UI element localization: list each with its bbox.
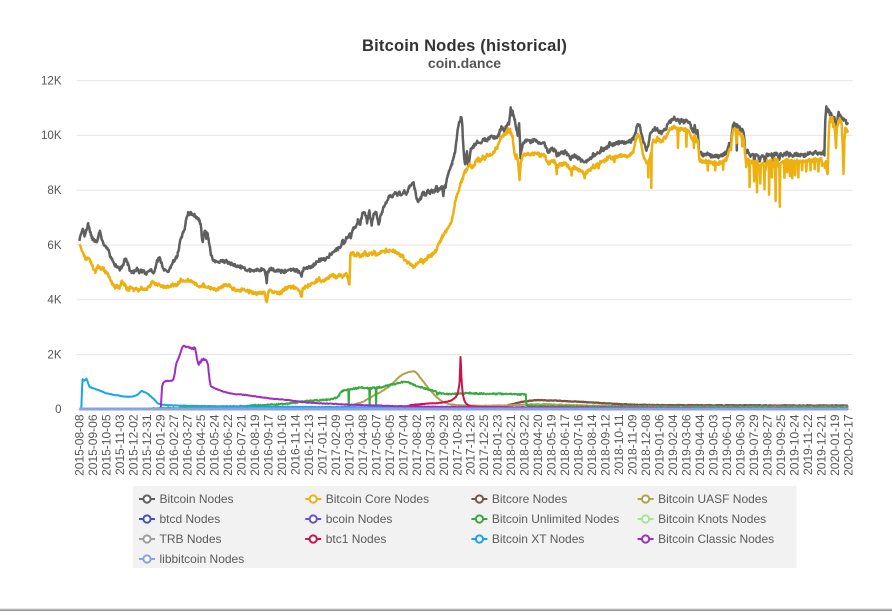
svg-text:2016-08-19: 2016-08-19 bbox=[248, 414, 262, 476]
svg-text:2015-12-02: 2015-12-02 bbox=[126, 414, 140, 476]
svg-text:2016-06-22: 2016-06-22 bbox=[221, 414, 235, 476]
svg-text:2019-04-04: 2019-04-04 bbox=[693, 414, 707, 476]
svg-text:2019-05-03: 2019-05-03 bbox=[707, 414, 721, 476]
svg-text:2016-12-13: 2016-12-13 bbox=[302, 414, 316, 476]
svg-text:2017-08-31: 2017-08-31 bbox=[423, 414, 437, 476]
svg-text:2019-07-29: 2019-07-29 bbox=[747, 414, 761, 476]
svg-text:2015-10-05: 2015-10-05 bbox=[100, 414, 114, 476]
svg-text:Bitcoin XT Nodes: Bitcoin XT Nodes bbox=[492, 532, 585, 546]
svg-text:2018-11-09: 2018-11-09 bbox=[626, 414, 640, 475]
svg-text:2018-09-12: 2018-09-12 bbox=[599, 414, 613, 476]
svg-text:Bitcoin UASF Nodes: Bitcoin UASF Nodes bbox=[658, 492, 767, 506]
svg-text:2019-08-27: 2019-08-27 bbox=[761, 414, 775, 476]
svg-text:2015-08-08: 2015-08-08 bbox=[73, 414, 87, 476]
svg-text:TRB Nodes: TRB Nodes bbox=[160, 532, 222, 546]
svg-text:Bitcoin Core Nodes: Bitcoin Core Nodes bbox=[326, 492, 429, 506]
svg-text:2018-07-16: 2018-07-16 bbox=[572, 414, 586, 476]
svg-text:Bitcoin Nodes (historical): Bitcoin Nodes (historical) bbox=[362, 37, 567, 55]
svg-text:2016-09-17: 2016-09-17 bbox=[261, 414, 275, 476]
svg-text:2017-11-26: 2017-11-26 bbox=[464, 414, 478, 475]
svg-text:2020-01-19: 2020-01-19 bbox=[828, 414, 842, 476]
svg-text:2015-12-31: 2015-12-31 bbox=[140, 414, 154, 476]
svg-text:0: 0 bbox=[55, 404, 61, 416]
svg-text:2016-03-27: 2016-03-27 bbox=[180, 414, 194, 476]
svg-text:btcd Nodes: btcd Nodes bbox=[160, 512, 221, 526]
svg-text:2019-10-24: 2019-10-24 bbox=[788, 414, 802, 476]
svg-text:2016-07-21: 2016-07-21 bbox=[234, 414, 248, 476]
svg-text:Bitcoin Unlimited Nodes: Bitcoin Unlimited Nodes bbox=[492, 512, 619, 526]
svg-text:Bitcoin Knots Nodes: Bitcoin Knots Nodes bbox=[658, 512, 766, 526]
svg-text:2019-09-25: 2019-09-25 bbox=[774, 414, 788, 476]
svg-text:2020-02-17: 2020-02-17 bbox=[842, 414, 856, 476]
svg-text:2017-02-09: 2017-02-09 bbox=[329, 414, 343, 476]
svg-text:8K: 8K bbox=[47, 185, 61, 197]
svg-text:2017-03-10: 2017-03-10 bbox=[342, 414, 356, 476]
svg-text:6K: 6K bbox=[47, 240, 61, 252]
svg-text:2017-07-04: 2017-07-04 bbox=[396, 414, 410, 476]
svg-text:4K: 4K bbox=[47, 295, 61, 307]
svg-text:Bitcore Nodes: Bitcore Nodes bbox=[492, 492, 567, 506]
svg-text:2016-05-24: 2016-05-24 bbox=[207, 414, 221, 476]
svg-text:libbitcoin Nodes: libbitcoin Nodes bbox=[160, 552, 245, 566]
svg-text:2017-01-11: 2017-01-11 bbox=[315, 414, 329, 475]
svg-text:Bitcoin Classic Nodes: Bitcoin Classic Nodes bbox=[658, 532, 774, 546]
svg-text:2018-01-23: 2018-01-23 bbox=[491, 414, 505, 476]
svg-text:2018-08-14: 2018-08-14 bbox=[585, 414, 599, 476]
svg-text:Bitcoin Nodes: Bitcoin Nodes bbox=[160, 492, 234, 506]
svg-text:2019-11-22: 2019-11-22 bbox=[801, 414, 815, 475]
svg-text:2016-02-27: 2016-02-27 bbox=[167, 414, 181, 476]
svg-text:2017-10-28: 2017-10-28 bbox=[450, 414, 464, 476]
svg-text:2018-05-19: 2018-05-19 bbox=[545, 414, 559, 476]
svg-text:2019-01-06: 2019-01-06 bbox=[653, 414, 667, 476]
svg-text:2017-04-08: 2017-04-08 bbox=[356, 414, 370, 476]
svg-text:2016-01-29: 2016-01-29 bbox=[153, 414, 167, 476]
svg-text:2019-06-30: 2019-06-30 bbox=[734, 414, 748, 476]
svg-text:2018-02-21: 2018-02-21 bbox=[504, 414, 518, 476]
svg-text:2019-03-06: 2019-03-06 bbox=[680, 414, 694, 476]
svg-text:coin.dance: coin.dance bbox=[428, 55, 501, 71]
svg-text:2018-10-11: 2018-10-11 bbox=[612, 414, 626, 475]
svg-text:2019-12-21: 2019-12-21 bbox=[815, 414, 829, 476]
svg-text:2017-09-29: 2017-09-29 bbox=[437, 414, 451, 476]
svg-text:2017-06-05: 2017-06-05 bbox=[383, 414, 397, 476]
svg-text:2018-03-22: 2018-03-22 bbox=[518, 414, 532, 476]
svg-text:2016-04-25: 2016-04-25 bbox=[194, 414, 208, 476]
svg-text:2017-05-07: 2017-05-07 bbox=[369, 414, 383, 476]
svg-text:2016-11-14: 2016-11-14 bbox=[288, 414, 302, 475]
svg-text:2019-02-04: 2019-02-04 bbox=[666, 414, 680, 476]
svg-text:2K: 2K bbox=[47, 349, 61, 361]
svg-text:2017-12-25: 2017-12-25 bbox=[477, 414, 491, 476]
svg-text:12K: 12K bbox=[41, 75, 62, 87]
svg-text:2018-06-17: 2018-06-17 bbox=[558, 414, 572, 476]
svg-text:2016-10-16: 2016-10-16 bbox=[275, 414, 289, 476]
svg-text:bcoin Nodes: bcoin Nodes bbox=[326, 512, 393, 526]
svg-text:2018-12-08: 2018-12-08 bbox=[639, 414, 653, 476]
svg-text:2015-09-06: 2015-09-06 bbox=[86, 414, 100, 476]
svg-text:2018-04-20: 2018-04-20 bbox=[531, 414, 545, 476]
svg-text:2015-11-03: 2015-11-03 bbox=[113, 414, 127, 475]
svg-text:10K: 10K bbox=[41, 130, 62, 142]
svg-text:2019-06-01: 2019-06-01 bbox=[720, 414, 734, 476]
svg-text:btc1 Nodes: btc1 Nodes bbox=[326, 532, 387, 546]
svg-text:2017-08-02: 2017-08-02 bbox=[410, 414, 424, 476]
